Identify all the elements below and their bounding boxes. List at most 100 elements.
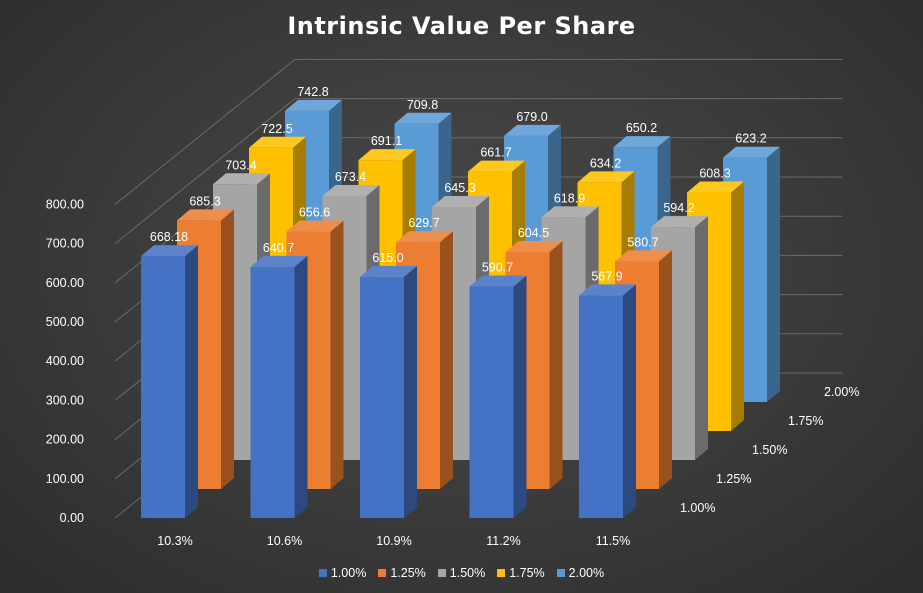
bar-top — [723, 146, 780, 158]
data-label: 661.7 — [480, 146, 511, 160]
data-label: 590.7 — [482, 260, 513, 274]
bar-side — [695, 216, 708, 460]
data-label: 623.2 — [735, 132, 766, 146]
data-label: 567.9 — [591, 269, 622, 283]
data-label: 618.9 — [554, 191, 585, 205]
data-label: 580.7 — [627, 235, 658, 249]
y-tick-label: 700.00 — [46, 237, 84, 251]
bar-top — [213, 173, 270, 185]
y-tick-label: 200.00 — [46, 433, 84, 447]
data-label: 645.3 — [444, 181, 475, 195]
legend-label: 1.00% — [330, 566, 367, 580]
bar-top — [613, 136, 671, 148]
data-label: 615.0 — [372, 251, 403, 265]
z-tick-label: 1.50% — [752, 443, 787, 457]
legend-swatch — [556, 569, 565, 577]
z-tick-label: 1.00% — [680, 501, 715, 515]
data-label: 703.4 — [225, 158, 256, 172]
bar-front — [469, 286, 514, 518]
z-axis: 1.00% 1.25% 1.50% 1.75% 2.00% — [680, 385, 859, 515]
bar-front — [360, 276, 404, 518]
legend-item: 1.00% — [318, 566, 367, 580]
data-label: 709.8 — [407, 98, 438, 112]
bar-top — [687, 181, 744, 193]
legend: 1.00% 1.25% 1.50% 1.75% 2.00% — [0, 566, 923, 580]
data-label: 629.7 — [408, 216, 439, 230]
bar-side — [659, 250, 672, 489]
bar-side — [294, 255, 308, 519]
data-label: 742.8 — [297, 85, 328, 99]
bar-front — [141, 256, 185, 518]
bar-front — [579, 295, 623, 518]
bar-top — [177, 209, 234, 221]
x-tick-label: 11.5% — [596, 534, 631, 548]
y-tick-label: 400.00 — [46, 354, 84, 368]
bar-top — [651, 216, 708, 228]
data-label: 594.2 — [663, 201, 694, 215]
data-label: 691.1 — [371, 134, 402, 148]
bar-top — [432, 196, 489, 208]
bar — [469, 275, 527, 518]
legend-swatch — [378, 569, 387, 577]
bar-side — [221, 209, 234, 489]
bar-top — [250, 255, 308, 267]
bar-side — [623, 284, 636, 518]
bar-top — [394, 112, 452, 124]
y-tick-label: 600.00 — [46, 276, 84, 290]
data-label: 722.5 — [261, 122, 292, 136]
y-axis: 0.00 100.00 200.00 300.00 400.00 500.00 600.00… — [46, 197, 84, 525]
legend-label: 2.00% — [568, 566, 605, 580]
data-label: 650.2 — [626, 121, 657, 135]
x-axis: 10.3% 10.6% 10.9% 11.2% 11.5% — [157, 534, 630, 548]
bar-side — [549, 241, 563, 489]
bar — [360, 265, 417, 518]
bar-front — [250, 266, 295, 518]
x-tick-label: 11.2% — [486, 534, 521, 548]
bar-top — [469, 275, 527, 287]
chart-title: Intrinsic Value Per Share — [287, 12, 636, 40]
data-label: 634.2 — [590, 156, 621, 170]
data-label: 604.5 — [518, 226, 549, 240]
legend-item: 2.00% — [556, 566, 605, 580]
legend-label: 1.50% — [449, 566, 486, 580]
bar — [250, 255, 308, 519]
x-tick-label: 10.3% — [157, 534, 192, 548]
x-tick-label: 10.6% — [267, 534, 302, 548]
gridline — [114, 98, 296, 244]
z-tick-label: 1.75% — [788, 414, 823, 428]
legend-item: 1.75% — [497, 566, 545, 580]
y-tick-label: 800.00 — [46, 197, 84, 211]
bar-side — [731, 181, 744, 431]
bar-top — [615, 250, 672, 262]
gridline — [114, 59, 296, 205]
data-label: 640.7 — [263, 241, 294, 255]
bar-top — [249, 136, 306, 148]
legend-label: 1.25% — [390, 566, 426, 580]
bar-top — [505, 241, 563, 253]
bars — [141, 99, 780, 519]
bar-top — [286, 220, 344, 232]
data-label: 668.18 — [150, 230, 188, 244]
bar — [579, 284, 636, 518]
bar-side — [330, 220, 344, 489]
bar — [141, 245, 198, 519]
data-label: 656.6 — [299, 206, 330, 220]
y-tick-label: 0.00 — [60, 511, 84, 525]
bar-top — [468, 160, 525, 172]
bar-top — [396, 231, 453, 243]
legend-swatch — [497, 569, 506, 577]
bar-top — [360, 265, 417, 277]
data-label: 608.3 — [699, 167, 730, 181]
y-tick-label: 300.00 — [46, 393, 84, 407]
bar-side — [404, 265, 417, 518]
data-label: 679.0 — [516, 110, 547, 124]
bar-side — [513, 275, 527, 518]
legend-item: 1.25% — [378, 566, 426, 580]
x-tick-label: 10.9% — [376, 534, 411, 548]
bar-top — [141, 245, 198, 257]
data-label: 673.4 — [335, 170, 366, 184]
data-labels: 742.8 709.8 679.0 650.2 623.2 722.5 691.1 661.7… — [150, 85, 767, 284]
bar-top — [358, 149, 416, 161]
legend-swatch — [318, 569, 327, 577]
